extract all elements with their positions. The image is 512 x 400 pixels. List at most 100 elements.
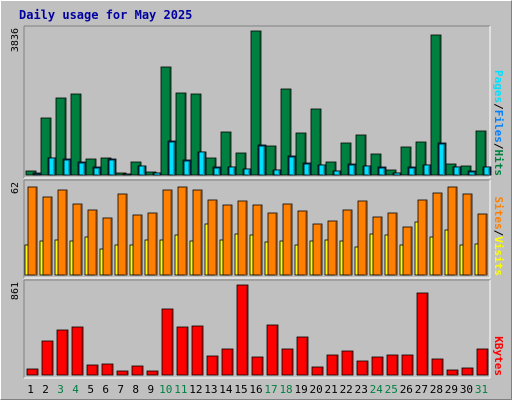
bar-kbytes-day-29 xyxy=(446,369,459,376)
bar-sites-day-23 xyxy=(357,200,368,276)
bar-kbytes-day-6 xyxy=(101,363,114,376)
bar-kbytes-day-4 xyxy=(71,326,84,376)
bar-kbytes-day-3 xyxy=(56,329,69,376)
bar-kbytes-day-16 xyxy=(251,356,264,376)
panel-max-label: 861 xyxy=(10,282,21,300)
x-tick-label: 10 xyxy=(159,383,172,396)
x-tick-label: 3 xyxy=(57,383,64,396)
bar-shade xyxy=(471,369,473,375)
panel-legend: KBytes xyxy=(492,336,505,376)
bar-pages-day-27 xyxy=(423,164,431,176)
bar-shade xyxy=(366,362,368,375)
bar-shade xyxy=(218,169,220,175)
bar-shade xyxy=(248,170,250,175)
bar-shade xyxy=(410,228,412,275)
bar-hits-day-3 xyxy=(55,97,67,176)
bar-hits-day-12 xyxy=(190,93,202,176)
bar-shade xyxy=(305,212,307,275)
bar-shade xyxy=(411,356,413,375)
x-tick-label: 27 xyxy=(415,383,428,396)
bar-kbytes-day-26 xyxy=(401,354,414,376)
bar-shade xyxy=(125,195,127,275)
x-tick-label: 8 xyxy=(132,383,139,396)
bar-shade xyxy=(319,110,321,175)
bar-sites-day-17 xyxy=(267,212,278,276)
legend-label: / xyxy=(492,143,505,150)
bar-kbytes-day-1 xyxy=(26,368,39,376)
bar-kbytes-day-20 xyxy=(311,366,324,376)
bar-pages-day-9 xyxy=(153,172,161,176)
bar-pages-day-4 xyxy=(78,162,86,176)
bar-pages-day-22 xyxy=(348,164,356,176)
x-tick-label: 1 xyxy=(27,383,34,396)
x-tick-label: 24 xyxy=(370,383,384,396)
bar-shade xyxy=(486,350,488,375)
bar-hits-day-31 xyxy=(475,130,487,176)
x-tick-label: 19 xyxy=(294,383,307,396)
x-tick-label: 4 xyxy=(72,383,79,396)
bar-shade xyxy=(425,201,427,275)
bar-pages-day-6 xyxy=(108,159,116,176)
bar-pages-day-7 xyxy=(123,173,131,176)
x-tick-label: 31 xyxy=(475,383,488,396)
bar-hits-day-26 xyxy=(400,146,412,176)
bar-kbytes-day-18 xyxy=(281,348,294,376)
bar-sites-day-14 xyxy=(222,204,233,276)
bar-shade xyxy=(98,169,100,175)
bar-shade xyxy=(485,215,487,275)
bar-shade xyxy=(398,174,400,175)
bar-kbytes-day-22 xyxy=(341,350,354,376)
bar-pages-day-20 xyxy=(318,164,326,176)
x-tick-label: 18 xyxy=(279,383,292,396)
bar-shade xyxy=(291,350,293,375)
bar-sites-day-9 xyxy=(147,212,158,276)
bar-shade xyxy=(201,327,203,375)
bar-sites-day-13 xyxy=(207,199,218,276)
x-tick-label: 17 xyxy=(264,383,277,396)
bar-shade xyxy=(351,352,353,375)
bar-hits-day-28 xyxy=(430,34,442,176)
bar-shade xyxy=(140,216,142,275)
bar-sites-day-11 xyxy=(177,186,188,276)
bar-sites-day-22 xyxy=(342,209,353,276)
bar-pages-day-28 xyxy=(438,143,446,176)
bar-hits-day-24 xyxy=(370,153,382,176)
bar-pages-day-25 xyxy=(393,172,401,176)
bar-shade xyxy=(428,166,430,175)
bar-shade xyxy=(169,68,171,175)
bar-shade xyxy=(441,360,443,375)
bar-pages-day-18 xyxy=(288,156,296,176)
bar-shade xyxy=(80,205,82,275)
bar-sites-day-31 xyxy=(477,213,488,276)
x-tick-label: 11 xyxy=(174,383,187,396)
bar-kbytes-day-25 xyxy=(386,354,399,376)
bar-shade xyxy=(260,206,262,275)
bar-shade xyxy=(188,162,190,175)
bar-sites-day-3 xyxy=(57,189,68,276)
bar-shade xyxy=(383,169,385,175)
bar-sites-day-27 xyxy=(417,199,428,276)
bar-pages-day-2 xyxy=(48,157,56,176)
bar-shade xyxy=(83,164,85,175)
bar-shade xyxy=(274,147,276,175)
x-tick-label: 20 xyxy=(310,383,323,396)
bar-sites-day-21 xyxy=(327,220,338,276)
bar-shade xyxy=(364,136,366,175)
bar-hits-day-4 xyxy=(70,93,82,176)
bar-pages-day-16 xyxy=(258,145,266,176)
bar-pages-day-31 xyxy=(483,166,491,176)
bar-hits-day-20 xyxy=(310,108,322,176)
bar-shade xyxy=(143,167,145,175)
bar-shade xyxy=(473,173,475,175)
bar-shade xyxy=(49,119,51,175)
bar-pages-day-23 xyxy=(363,165,371,176)
bar-shade xyxy=(409,148,411,175)
bar-pages-day-29 xyxy=(453,166,461,176)
legend-label: Pages xyxy=(492,70,505,103)
bar-kbytes-day-12 xyxy=(191,325,204,376)
x-tick-label: 9 xyxy=(147,383,154,396)
bar-kbytes-day-21 xyxy=(326,354,339,376)
legend-label: / xyxy=(492,230,505,237)
